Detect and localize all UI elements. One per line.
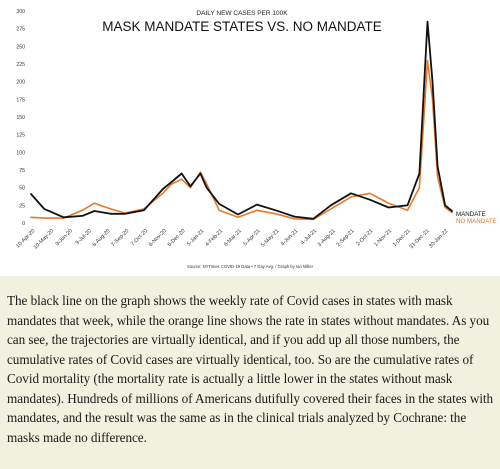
series-layer <box>30 20 453 221</box>
chart-title: MASK MANDATE STATES VS. NO MANDATE <box>102 19 382 34</box>
x-tick-label: 7-Sep-20 <box>110 228 130 248</box>
y-tick-label: 200 <box>16 80 25 86</box>
y-tick-label: 100 <box>16 150 25 156</box>
x-tick-label: 6-Nov-20 <box>148 228 168 248</box>
x-tick-label: 10-May-20 <box>33 228 55 250</box>
y-tick-label: 0 <box>22 221 25 227</box>
chart-source: Source: NYTimes COVID-19 Data • 7 Day Av… <box>187 264 314 269</box>
x-tick-label: 8-Aug-20 <box>92 228 112 248</box>
x-tick-label: 31-Dec-21 <box>409 228 431 250</box>
x-tick-label: 1-Nov-21 <box>373 228 393 248</box>
chart-panel: DAILY NEW CASES PER 100K MASK MANDATE ST… <box>0 0 500 276</box>
x-tick-label: 3-Aug-21 <box>317 228 337 248</box>
x-tick-label: 2-Oct-21 <box>355 228 374 247</box>
x-tick-label: 30-Jan-22 <box>428 228 449 249</box>
y-tick-label: 150 <box>16 115 25 121</box>
y-tick-label: 50 <box>19 186 25 192</box>
y-tick-label: 225 <box>16 62 25 68</box>
chart-subtitle: DAILY NEW CASES PER 100K <box>196 10 288 17</box>
x-tick-label: 6-Mar-21 <box>223 228 243 248</box>
series-line-no-mandate <box>30 59 453 221</box>
x-tick-label: 9-Jun-20 <box>55 228 74 247</box>
y-tick-label: 250 <box>16 44 25 50</box>
series-line-mandate <box>30 20 453 220</box>
x-tick-label: 6-Dec-20 <box>167 228 187 248</box>
legend-label-mandate: MANDATE <box>456 211 486 218</box>
y-tick-label: 300 <box>16 9 25 15</box>
x-tick-label: 4-Jul-21 <box>300 228 318 246</box>
x-tick-label: 5-Jan-21 <box>186 228 205 247</box>
x-tick-label: 4-Jun-21 <box>280 228 299 247</box>
y-tick-label: 125 <box>16 133 25 139</box>
legend-label-no-mandate: NO MANDATE <box>456 218 497 225</box>
x-tick-label: 2-Sep-21 <box>336 228 356 248</box>
y-tick-label: 175 <box>16 97 25 103</box>
x-tick-label: 7-Oct-20 <box>130 228 149 247</box>
x-tick-label: 5-May-21 <box>260 228 280 248</box>
article-paragraph: The black line on the graph shows the we… <box>7 293 494 445</box>
y-tick-label: 25 <box>19 203 25 209</box>
x-tick-label: 4-Feb-21 <box>204 228 224 248</box>
x-tick-label: 9-Jul-20 <box>75 228 93 246</box>
y-tick-label: 275 <box>16 27 25 33</box>
y-axis: 0 25 50 75 100 125 150 175 200 225 250 275 300 <box>16 9 25 227</box>
line-chart: DAILY NEW CASES PER 100K MASK MANDATE ST… <box>15 9 497 269</box>
y-tick-label: 75 <box>19 168 25 174</box>
